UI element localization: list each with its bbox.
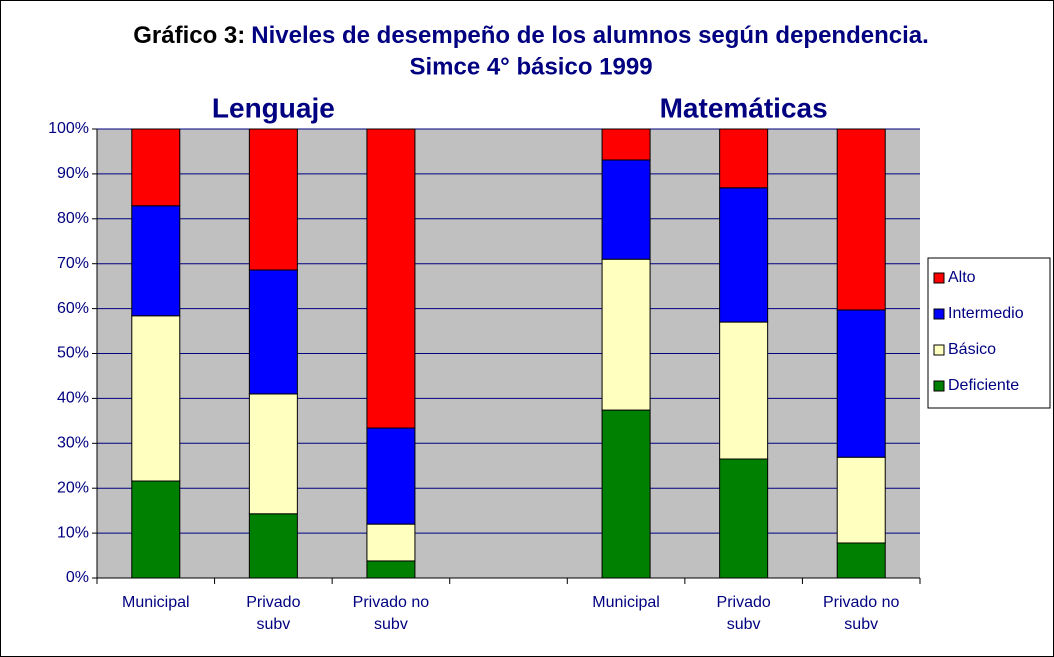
legend-label: Básico [948, 341, 996, 358]
bar-segment [601, 159, 651, 260]
legend-label: Intermedio [948, 305, 1024, 322]
legend-swatch [933, 308, 945, 320]
bar-segment [836, 542, 886, 579]
bar-segment [131, 128, 181, 207]
group-label: Matemáticas [660, 92, 828, 123]
bar-segment [719, 458, 769, 579]
legend-label: Deficiente [948, 377, 1019, 394]
bar-segment [366, 560, 416, 579]
y-tick-label: 10% [57, 524, 89, 541]
bar-segment [601, 258, 651, 411]
bar-segment [248, 393, 298, 515]
x-tick-label: Privado no subv [822, 594, 900, 633]
y-tick-label: 0% [66, 569, 89, 586]
legend-box [927, 257, 1051, 409]
x-tick-label: Privado no subv [352, 594, 430, 633]
y-tick-label: 50% [57, 345, 89, 362]
bar-segment [366, 128, 416, 429]
bar-segment [248, 269, 298, 395]
x-tick-label: Privado subv [246, 594, 301, 633]
chart-title: Gráfico 3: Niveles de desempeño de los al… [133, 22, 929, 49]
y-tick-label: 60% [57, 300, 89, 317]
y-tick-label: 80% [57, 210, 89, 227]
y-tick-label: 70% [57, 255, 89, 272]
bar-segment [601, 409, 651, 579]
legend-swatch [933, 344, 945, 356]
bar-segment [131, 205, 181, 317]
group-label: Lenguaje [212, 92, 335, 123]
legend-swatch [933, 380, 945, 392]
title-label: Gráfico 3: [133, 22, 245, 49]
x-tick-label: Municipal [121, 594, 190, 611]
bar-segment [248, 128, 298, 271]
bar-segment [836, 309, 886, 458]
bar-segment [366, 427, 416, 525]
y-tick-label: 90% [57, 165, 89, 182]
bar-segment [836, 128, 886, 311]
bar-segment [131, 315, 181, 482]
bar-segment [131, 480, 181, 579]
x-tick-label: Privado subv [716, 594, 771, 633]
title-line: Niveles de desempeño de los alumnos segú… [251, 22, 929, 49]
bar-segment [719, 187, 769, 323]
y-tick-label: 30% [57, 435, 89, 452]
bar-segment [366, 523, 416, 562]
bar-segment [601, 128, 651, 161]
legend-swatch [933, 272, 945, 284]
bar-segment [248, 513, 298, 579]
x-tick-label: Municipal [592, 594, 660, 611]
legend-label: Alto [948, 269, 976, 286]
y-tick-label: 20% [57, 479, 89, 496]
title-line: Simce 4° básico 1999 [409, 53, 652, 80]
bar-segment [719, 321, 769, 460]
y-tick-label: 40% [57, 390, 89, 407]
y-tick-label: 100% [48, 120, 89, 137]
bar-segment [836, 456, 886, 544]
bar-segment [719, 128, 769, 189]
